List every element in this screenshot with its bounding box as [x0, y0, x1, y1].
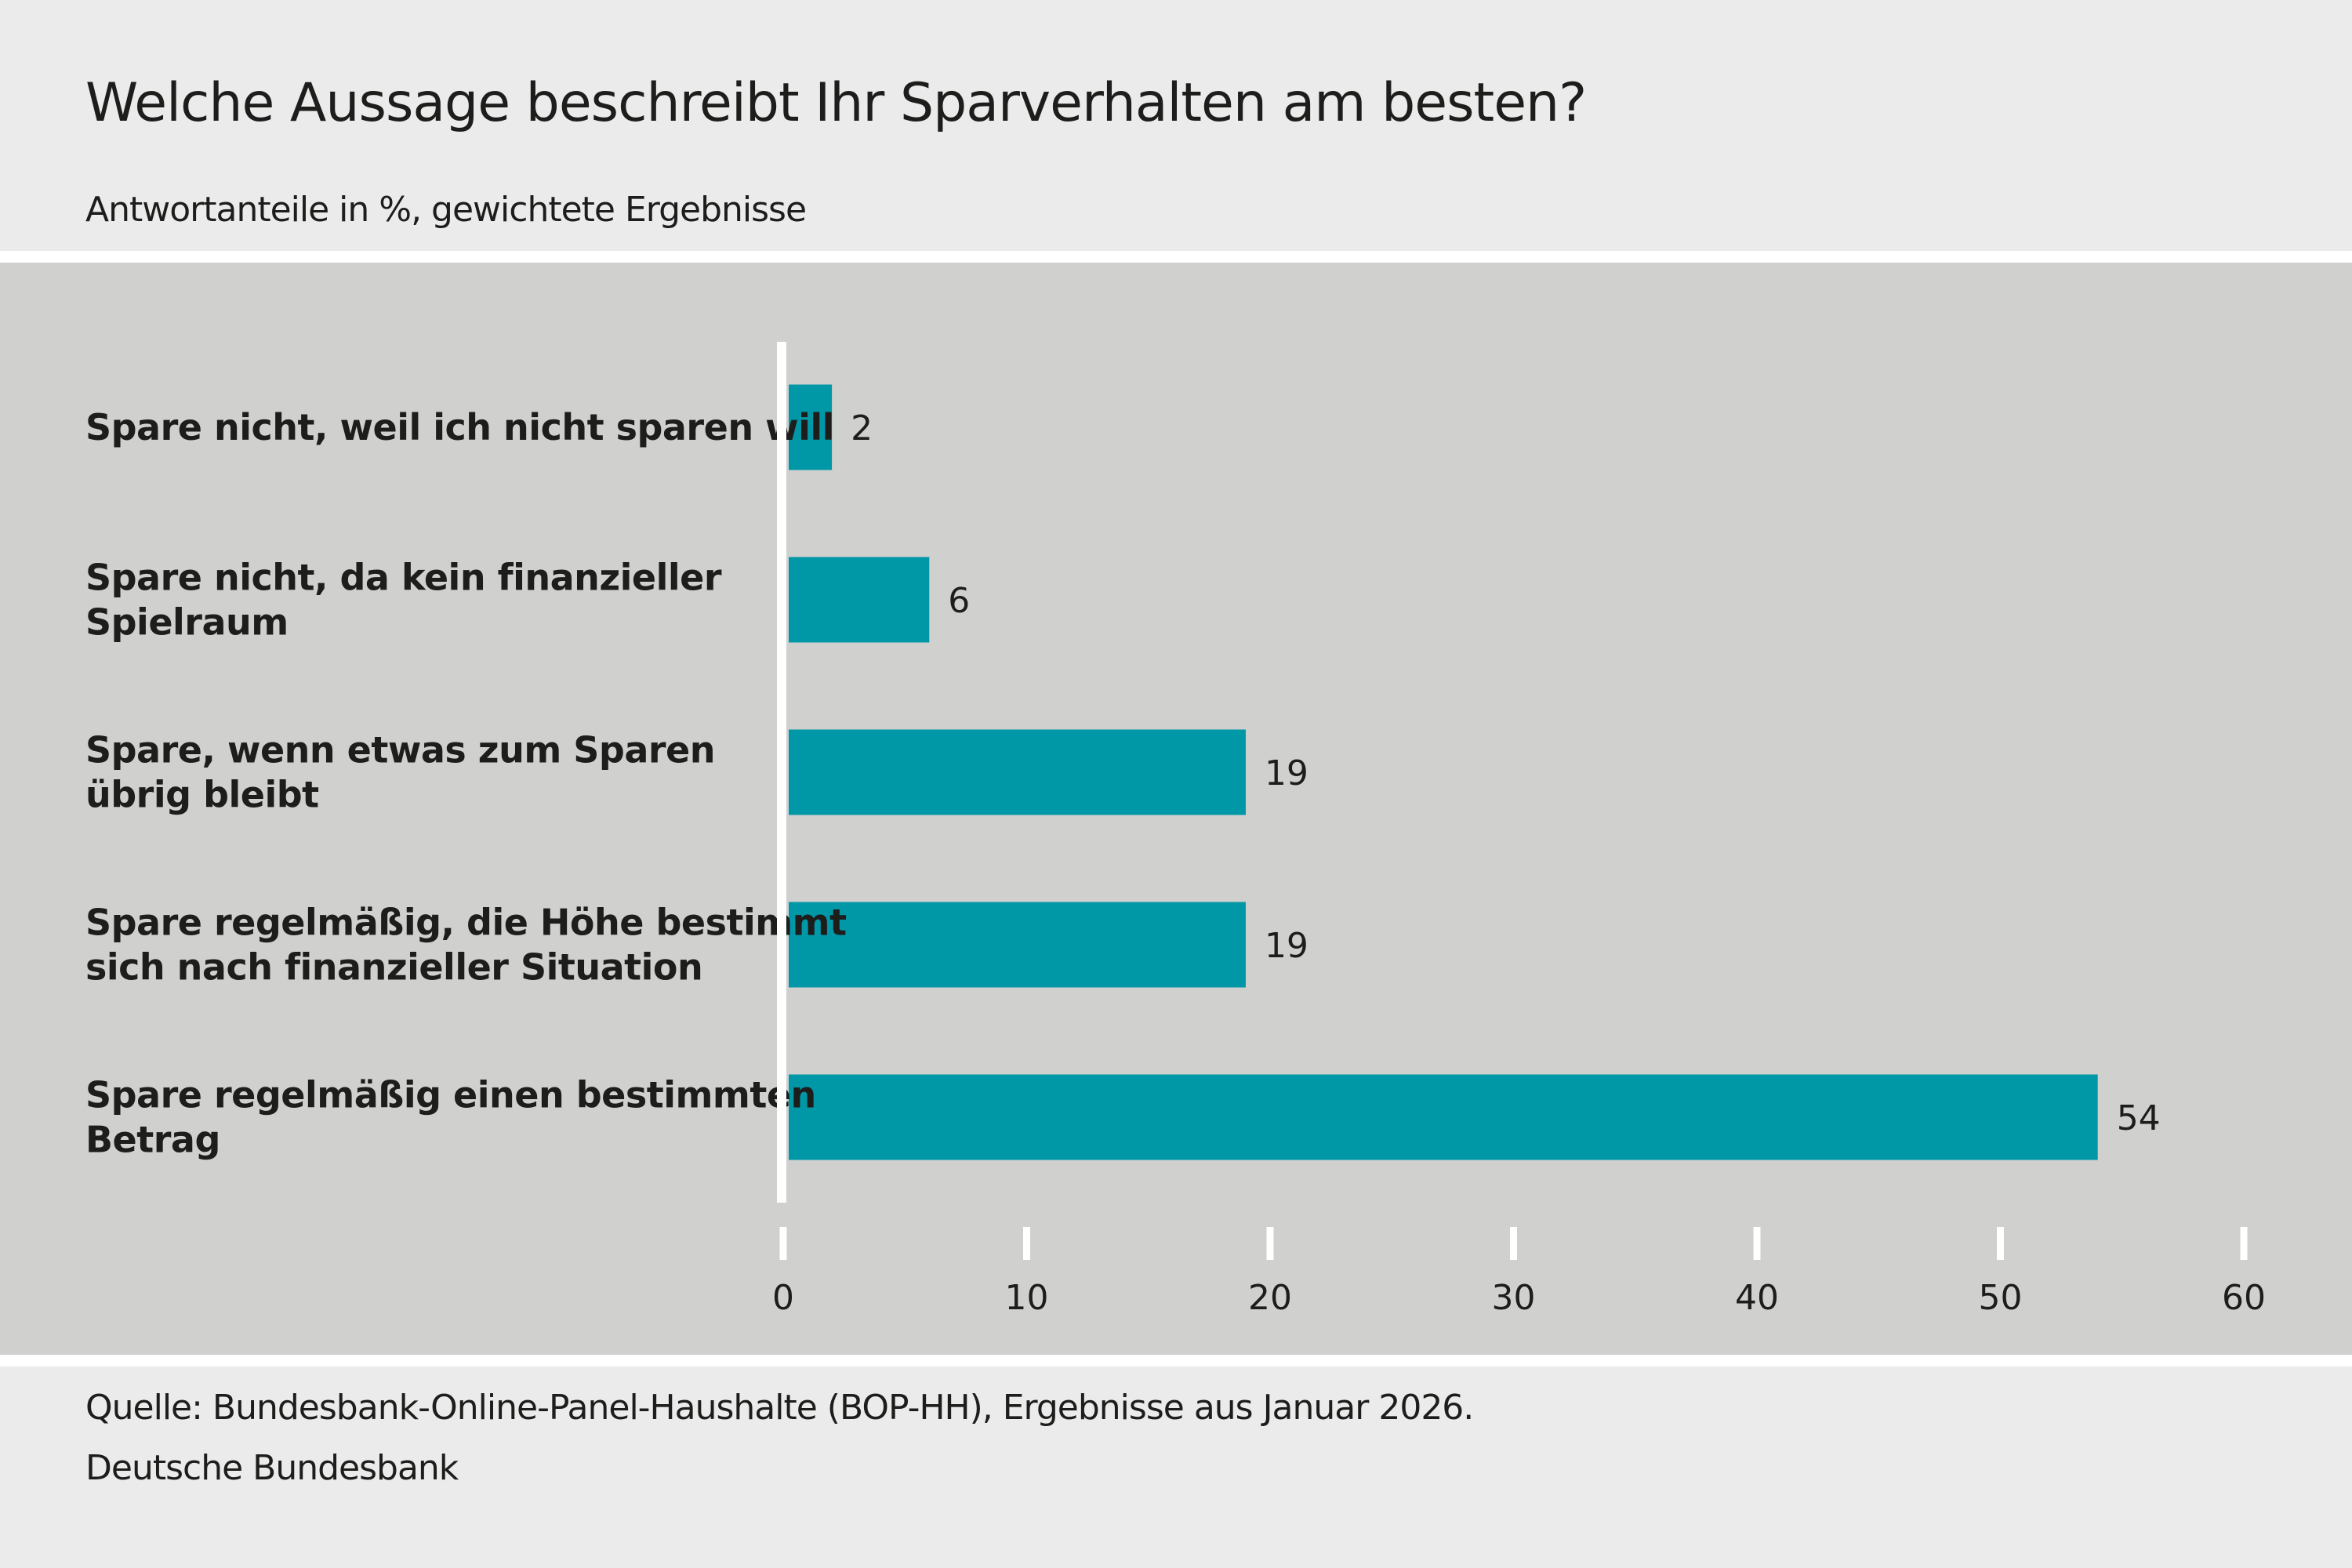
x-tick-label: 50 — [1979, 1278, 2023, 1318]
x-tick-label: 60 — [2222, 1278, 2266, 1318]
source-note: Quelle: Bundesbank-Online-Panel-Haushalt… — [85, 1388, 1474, 1428]
bar — [789, 557, 930, 643]
chart-title: Welche Aussage beschreibt Ihr Sparverhal… — [85, 72, 1587, 134]
data-label: 19 — [1265, 753, 1308, 793]
x-tick-label: 20 — [1248, 1278, 1292, 1318]
x-tick — [1510, 1227, 1517, 1260]
x-tick-label: 30 — [1492, 1278, 1536, 1318]
bar — [789, 902, 1246, 988]
category-label: Spare regelmäßig, die Höhe bestimmt — [85, 902, 847, 944]
category-label: übrig bleibt — [85, 774, 319, 816]
x-tick — [1997, 1227, 2004, 1260]
bar — [789, 729, 1246, 815]
bar — [789, 384, 833, 470]
divider-top — [0, 251, 2352, 263]
x-tick — [1753, 1227, 1761, 1260]
data-label: 2 — [851, 408, 873, 448]
category-label: Spielraum — [85, 601, 289, 644]
data-label: 6 — [948, 581, 970, 621]
category-label: Betrag — [85, 1119, 220, 1161]
x-tick — [2240, 1227, 2248, 1260]
category-label: Spare nicht, da kein finanzieller — [85, 557, 722, 599]
publisher: Deutsche Bundesbank — [85, 1448, 459, 1488]
category-label: Spare, wenn etwas zum Sparen — [85, 729, 715, 771]
x-tick-label: 40 — [1735, 1278, 1779, 1318]
chart-subtitle: Antwortanteile in %, gewichtete Ergebnis… — [85, 190, 807, 230]
bar — [789, 1074, 2098, 1160]
x-tick — [779, 1227, 787, 1260]
divider-bottom — [0, 1355, 2352, 1367]
data-label: 54 — [2117, 1098, 2161, 1138]
data-label: 19 — [1265, 926, 1308, 966]
x-tick — [1266, 1227, 1274, 1260]
y-axis-line — [777, 342, 786, 1203]
category-label: sich nach finanzieller Situation — [85, 946, 702, 989]
x-tick-label: 10 — [1005, 1278, 1049, 1318]
category-label: Spare nicht, weil ich nicht sparen will — [85, 406, 834, 448]
category-label: Spare regelmäßig einen bestimmten — [85, 1074, 816, 1116]
x-tick — [1023, 1227, 1030, 1260]
x-tick-label: 0 — [772, 1278, 794, 1318]
